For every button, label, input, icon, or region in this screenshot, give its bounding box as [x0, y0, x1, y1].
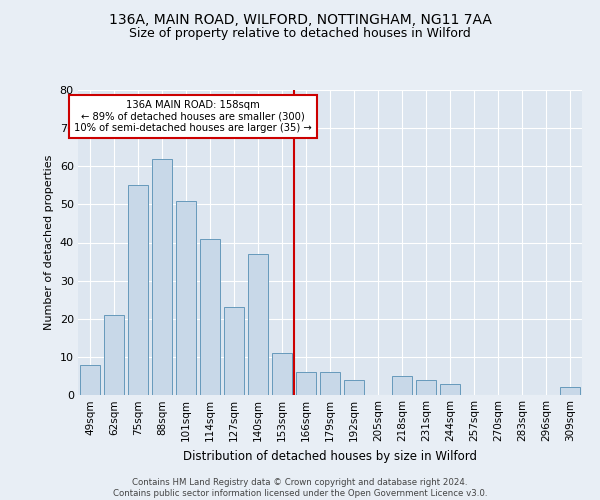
- Text: 136A, MAIN ROAD, WILFORD, NOTTINGHAM, NG11 7AA: 136A, MAIN ROAD, WILFORD, NOTTINGHAM, NG…: [109, 12, 491, 26]
- Bar: [80, 364, 100, 395]
- Bar: [344, 380, 364, 395]
- Bar: [416, 380, 436, 395]
- Bar: [272, 353, 292, 395]
- Y-axis label: Number of detached properties: Number of detached properties: [44, 155, 54, 330]
- Text: 136A MAIN ROAD: 158sqm
← 89% of detached houses are smaller (300)
10% of semi-de: 136A MAIN ROAD: 158sqm ← 89% of detached…: [74, 100, 312, 132]
- X-axis label: Distribution of detached houses by size in Wilford: Distribution of detached houses by size …: [183, 450, 477, 462]
- Bar: [440, 384, 460, 395]
- Bar: [224, 308, 244, 395]
- Bar: [560, 388, 580, 395]
- Bar: [200, 238, 220, 395]
- Bar: [176, 200, 196, 395]
- Bar: [320, 372, 340, 395]
- Bar: [152, 158, 172, 395]
- Bar: [248, 254, 268, 395]
- Text: Size of property relative to detached houses in Wilford: Size of property relative to detached ho…: [129, 28, 471, 40]
- Bar: [128, 186, 148, 395]
- Text: Contains HM Land Registry data © Crown copyright and database right 2024.
Contai: Contains HM Land Registry data © Crown c…: [113, 478, 487, 498]
- Bar: [392, 376, 412, 395]
- Bar: [104, 315, 124, 395]
- Bar: [296, 372, 316, 395]
